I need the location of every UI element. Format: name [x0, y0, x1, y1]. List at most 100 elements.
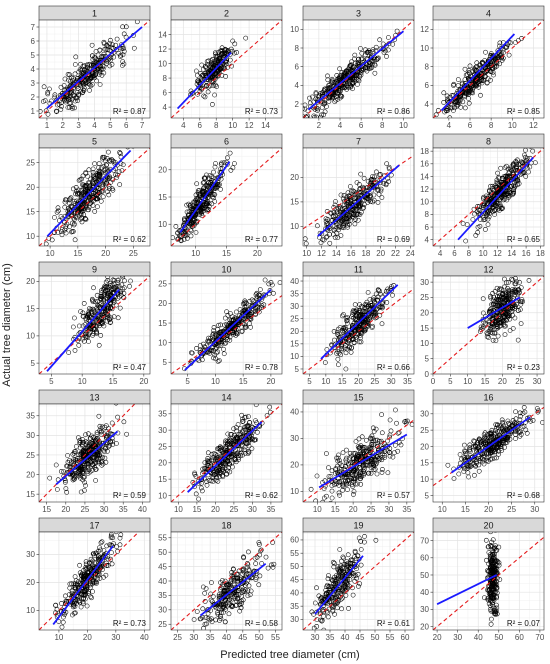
data-point — [97, 318, 103, 324]
r2-label: R² = 0.85 — [507, 107, 541, 116]
x-tick-label: 35 — [119, 505, 128, 514]
data-point — [58, 107, 64, 112]
data-point — [206, 339, 211, 345]
data-point — [503, 45, 509, 50]
data-point — [190, 216, 195, 222]
data-point — [199, 62, 205, 68]
data-point — [451, 108, 456, 113]
data-point — [315, 106, 321, 112]
data-point — [213, 356, 218, 362]
data-point — [260, 294, 265, 300]
data-point — [355, 332, 360, 337]
data-point — [510, 277, 516, 283]
regression-fit-line — [317, 164, 400, 237]
data-point — [329, 79, 334, 85]
data-point — [447, 94, 453, 100]
data-point — [52, 230, 57, 235]
data-point — [372, 309, 378, 315]
data-point — [73, 474, 78, 479]
x-tick-label: 5 — [108, 121, 113, 130]
data-point — [488, 327, 494, 333]
data-point — [203, 83, 209, 89]
data-point — [481, 319, 487, 325]
data-point — [211, 182, 216, 188]
data-point — [526, 278, 532, 283]
data-point — [370, 199, 376, 205]
data-point — [205, 89, 211, 95]
data-point — [323, 234, 329, 240]
data-point — [111, 299, 117, 305]
panel-strip-label: 13 — [89, 393, 99, 403]
data-point — [216, 322, 221, 328]
data-point — [75, 470, 80, 476]
data-point — [80, 209, 85, 214]
data-point — [328, 211, 334, 216]
data-point — [29, 150, 33, 154]
data-point — [94, 330, 99, 335]
data-point — [61, 469, 67, 475]
one-to-one-line — [39, 148, 150, 246]
data-point — [102, 424, 108, 430]
data-point — [62, 204, 68, 210]
data-point — [324, 234, 330, 239]
x-tick-label: 10 — [211, 377, 220, 386]
one-to-one-line — [171, 20, 282, 118]
data-point — [125, 148, 130, 150]
data-point — [78, 61, 83, 67]
data-point — [222, 46, 228, 52]
data-point — [54, 487, 60, 492]
data-point — [521, 170, 527, 175]
data-point — [345, 320, 350, 326]
data-point — [231, 331, 236, 337]
data-point — [83, 439, 89, 445]
r2-label: R² = 0.47 — [113, 363, 147, 372]
data-point — [331, 205, 337, 210]
data-point — [327, 240, 333, 246]
data-point — [214, 350, 219, 356]
r2-label: R² = 0.73 — [245, 107, 279, 116]
data-point — [435, 108, 441, 113]
x-tick-label: 15 — [481, 377, 490, 386]
data-point — [111, 54, 117, 60]
data-point — [361, 205, 367, 210]
regression-fit-line — [176, 52, 232, 110]
data-point — [501, 187, 507, 193]
data-point — [495, 294, 500, 299]
data-point — [297, 123, 301, 127]
data-point — [221, 334, 227, 340]
data-point — [59, 232, 65, 238]
panel-border — [302, 147, 415, 247]
data-point — [110, 442, 116, 447]
data-point — [325, 224, 331, 230]
x-tick-label: 15 — [338, 377, 347, 386]
one-to-one-line — [303, 154, 414, 230]
data-point — [228, 311, 233, 316]
data-point — [371, 312, 377, 318]
data-point — [303, 115, 304, 118]
y-tick-label: 25 — [290, 315, 299, 324]
x-tick-label: 10 — [78, 377, 87, 386]
data-point — [62, 199, 68, 205]
data-point — [102, 46, 108, 52]
y-tick-label: 40 — [290, 277, 299, 286]
data-point — [90, 203, 96, 208]
data-point — [83, 80, 89, 86]
data-point — [90, 299, 96, 305]
data-point — [485, 331, 491, 337]
data-point — [73, 457, 79, 463]
data-point — [498, 46, 504, 51]
data-point — [485, 222, 491, 227]
r2-label: R² = 0.66 — [377, 363, 411, 372]
data-point — [82, 480, 88, 485]
panel-strip-label: 1 — [92, 9, 97, 19]
data-point — [70, 229, 76, 234]
data-point — [502, 284, 507, 290]
y-tick-label: 10 — [26, 332, 35, 341]
data-point — [336, 326, 341, 332]
panel-border — [432, 275, 545, 375]
data-point — [518, 301, 524, 307]
data-point — [312, 114, 318, 118]
